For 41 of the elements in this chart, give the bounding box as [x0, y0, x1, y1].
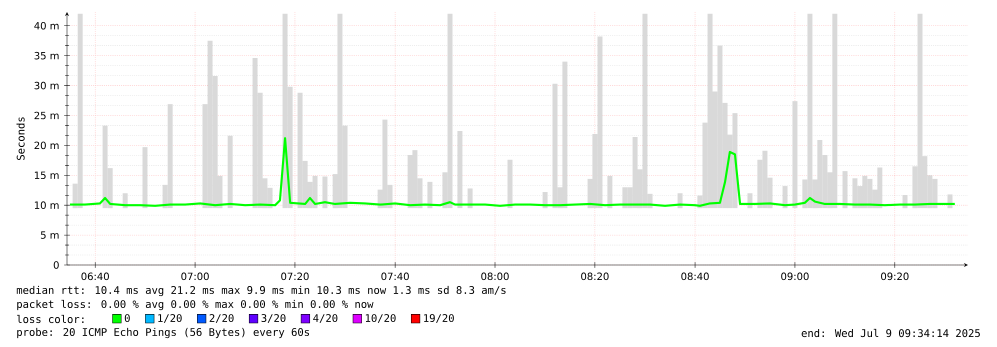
legend-label: 10/20 [366, 314, 396, 323]
legend-label: 3/20 [262, 314, 286, 323]
y-tick-label: 30 m [34, 82, 59, 90]
text: median rtt: 10.4 ms avg 21.2 ms max 9.9 ms min 10.3 ms now 1.3 ms sd 8.3 am/s [16, 286, 506, 296]
y-tick-label: 15 m [34, 172, 59, 180]
x-tick-label: 07:20 [281, 272, 309, 280]
bar [792, 101, 798, 208]
y-tick-label: 20 m [34, 142, 59, 150]
bar [322, 176, 328, 208]
bar [142, 147, 148, 208]
y-tick-label: 10 m [34, 201, 59, 209]
x-tick-label: 08:40 [681, 272, 709, 280]
bar [782, 186, 788, 208]
y-tick-label: 0 [54, 261, 59, 269]
x-tick-label: 08:00 [481, 272, 509, 280]
text: end: Wed Jul 9 09:34:14 2025 [802, 328, 980, 338]
y-tick-label: 5 m [40, 231, 59, 239]
legend-label: 1/20 [158, 314, 182, 323]
bar [457, 131, 462, 208]
x-tick-label: 09:20 [881, 272, 909, 280]
legend-title: loss color: [17, 314, 84, 324]
x-tick-label: 08:20 [581, 272, 609, 280]
y-tick-label: 35 m [34, 52, 59, 60]
x-tick-label: 07:40 [381, 272, 409, 280]
x-tick-label: 06:40 [81, 272, 109, 280]
x-tick-label: 07:00 [181, 272, 209, 280]
bar [427, 182, 432, 208]
legend-label: 4/20 [313, 314, 338, 323]
y-tick-label: 40 m [34, 22, 59, 30]
legend-label: 0 [124, 314, 130, 322]
x-tick-label: 09:00 [781, 272, 809, 280]
bar [842, 171, 848, 208]
y-axis-title: Seconds [16, 117, 25, 160]
legend-label: 2/20 [210, 314, 234, 323]
text: probe: 20 ICMP Echo Pings (56 Bytes) every 60s [17, 328, 310, 338]
legend-label: 19/20 [424, 314, 454, 323]
text: packet loss: 0.00 % avg 0.00 % max 0.00 % min 0.00 % now [17, 300, 374, 310]
bar [607, 176, 612, 208]
y-tick-label: 25 m [34, 112, 59, 120]
bar [228, 136, 233, 208]
bar [508, 160, 512, 208]
